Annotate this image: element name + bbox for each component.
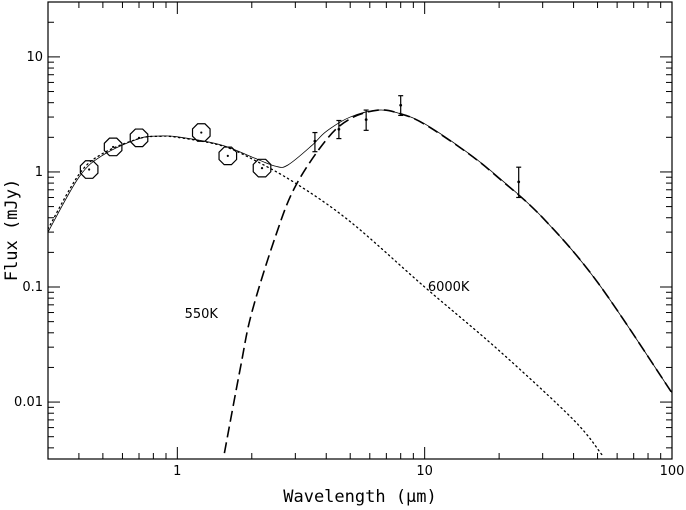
dotted-6000k-curve xyxy=(48,135,603,456)
photometry-marker-dot xyxy=(88,168,91,171)
plot-frame xyxy=(47,1,673,460)
x-tick-label: 100 xyxy=(660,464,685,479)
error-bar-point xyxy=(313,139,317,143)
photometry-marker xyxy=(103,137,123,157)
curve-annotation: 6000K xyxy=(428,280,470,295)
photometry-points xyxy=(79,95,522,199)
photometry-marker xyxy=(79,160,99,179)
error-bar-point xyxy=(337,127,341,131)
x-axis-title: Wavelength (μm) xyxy=(283,487,437,507)
error-bar-point xyxy=(517,180,521,184)
x-tick-label: 10 xyxy=(416,464,433,479)
error-bar-point xyxy=(399,103,403,107)
plot-area xyxy=(48,95,672,456)
photometry-marker xyxy=(218,146,238,166)
photometry-marker xyxy=(191,123,211,142)
photometry-marker xyxy=(129,128,149,148)
error-bar-point xyxy=(364,118,368,122)
x-tick-label: 1 xyxy=(173,464,181,479)
curve-annotation: 550K xyxy=(185,307,219,322)
photometry-marker-dot xyxy=(260,167,264,170)
photometry-marker xyxy=(252,158,272,178)
photometry-marker-dot xyxy=(137,136,141,139)
y-tick-label: 0.1 xyxy=(22,280,43,295)
annotations: 550K 6000K xyxy=(185,280,470,322)
tick-labels: 1 10 100 0.01 0.1 1 10 xyxy=(14,50,684,479)
total-model-curve xyxy=(48,109,672,394)
photometry-marker-dot xyxy=(226,154,229,157)
y-axis-title: Flux (mJy) xyxy=(2,179,22,281)
y-tick-label: 0.01 xyxy=(14,395,43,410)
photometry-marker-dot xyxy=(112,145,115,149)
y-tick-label: 10 xyxy=(26,50,43,65)
model-curves xyxy=(48,109,672,456)
y-tick-label: 1 xyxy=(35,165,43,180)
photometry-marker-dot xyxy=(200,131,203,134)
